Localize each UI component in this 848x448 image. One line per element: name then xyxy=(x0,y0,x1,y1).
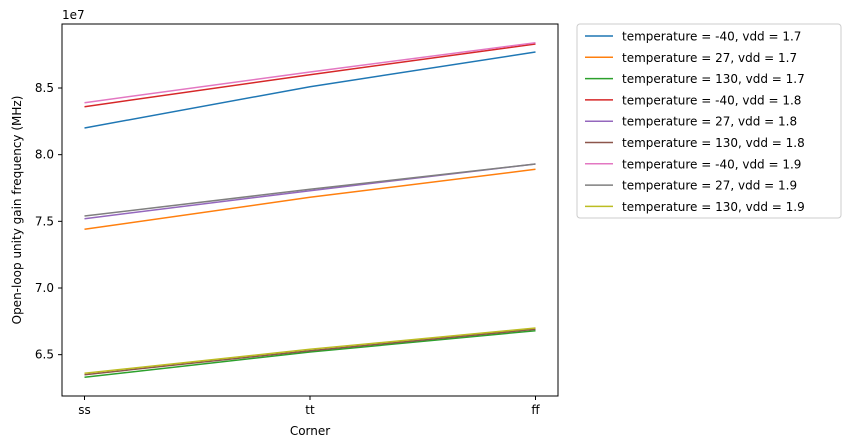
y-tick-label: 7.5 xyxy=(35,214,54,228)
series-line-2 xyxy=(84,329,536,379)
x-tick-label: ff xyxy=(531,403,540,417)
y-tick-label: 8.0 xyxy=(35,148,54,162)
y-tick-label: 6.5 xyxy=(35,348,54,362)
legend: temperature = -40, vdd = 1.7 temperature … xyxy=(576,23,842,219)
x-axis-label: Corner xyxy=(290,424,330,438)
x-tick-label: ss xyxy=(78,403,91,417)
legend-frame xyxy=(576,23,842,219)
legend-label-6: temperature = -40, vdd = 1.9 xyxy=(622,157,801,171)
y-axis-offset-text: 1e7 xyxy=(62,8,85,22)
x-tick-label: tt xyxy=(305,403,315,417)
y-axis-ticks: 6.5 7.0 7.5 8.0 8.5 xyxy=(35,81,62,362)
legend-label-0: temperature = -40, vdd = 1.7 xyxy=(622,30,801,44)
legend-label-7: temperature = 27, vdd = 1.9 xyxy=(622,179,797,193)
legend-label-1: temperature = 27, vdd = 1.7 xyxy=(622,51,797,65)
series-line-5 xyxy=(84,328,536,376)
series-line-8 xyxy=(84,327,536,375)
legend-label-8: temperature = 130, vdd = 1.9 xyxy=(622,200,805,214)
y-axis-label: Open-loop unity gain frequency (MHz) xyxy=(10,96,24,325)
legend-label-4: temperature = 27, vdd = 1.8 xyxy=(622,115,797,129)
plot-lines xyxy=(84,41,536,379)
y-tick-label: 7.0 xyxy=(35,281,54,295)
series-line-7 xyxy=(84,163,536,217)
legend-label-2: temperature = 130, vdd = 1.7 xyxy=(622,72,805,86)
series-line-3 xyxy=(84,43,536,108)
series-line-0 xyxy=(84,51,536,129)
y-tick-label: 8.5 xyxy=(35,81,54,95)
series-line-1 xyxy=(84,168,536,231)
legend-label-5: temperature = 130, vdd = 1.8 xyxy=(622,136,805,150)
series-line-6 xyxy=(84,41,536,104)
x-axis-ticks: ss tt ff xyxy=(78,396,540,417)
legend-label-3: temperature = -40, vdd = 1.8 xyxy=(622,93,801,107)
